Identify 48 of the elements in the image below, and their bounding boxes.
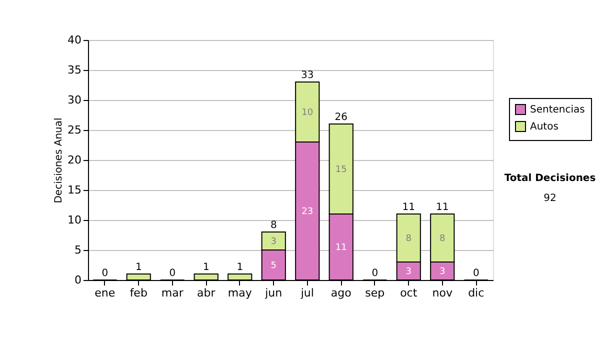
data-label: 10 [302, 108, 314, 118]
x-tick-label: sep [365, 286, 385, 300]
y-tick-label: 10 [68, 214, 82, 226]
total-label: 33 [301, 70, 314, 81]
data-label: 3 [270, 237, 276, 247]
x-tick-label: ene [94, 286, 116, 300]
total-label: 0 [472, 268, 480, 279]
y-tick-label: 25 [68, 124, 82, 136]
x-tick-label: jul [300, 286, 314, 300]
y-tick-label: 35 [68, 64, 82, 76]
data-label: 15 [335, 165, 347, 175]
x-tick-label: dic [468, 286, 484, 300]
x-tick-label: ago [330, 286, 352, 300]
y-tick-label: 40 [68, 34, 82, 46]
text: Total Decisiones [504, 173, 596, 184]
data-label: 5 [270, 261, 276, 271]
x-tick-label: feb [130, 286, 148, 300]
y-tick-label: 20 [68, 154, 82, 166]
x-tick-label: jun [264, 286, 282, 300]
y-tick-label: 5 [74, 244, 82, 256]
total-label: 1 [236, 262, 244, 273]
total-label: 0 [102, 268, 108, 279]
data-label: 3 [440, 267, 446, 277]
data-label: 23 [302, 207, 314, 217]
total-label: 1 [202, 262, 210, 273]
y-axis-title: Decisiones Anual [54, 118, 65, 204]
data-label: 8 [440, 234, 446, 244]
x-tick-label: abr [197, 286, 216, 300]
text: 92 [544, 193, 556, 204]
x-tick-label: oct [400, 286, 418, 300]
total-label: 0 [169, 268, 176, 279]
y-tick-label: 15 [68, 184, 82, 196]
legend-label: Sentencias [530, 104, 585, 116]
y-tick-label: 0 [74, 274, 82, 286]
x-tick-label: nov [432, 286, 453, 300]
x-tick-label: mar [161, 286, 184, 300]
data-label: 8 [406, 234, 412, 244]
total-label: 8 [270, 220, 277, 231]
x-tick-label: may [228, 286, 252, 300]
data-label: 3 [406, 267, 412, 277]
total-label: 0 [372, 268, 378, 279]
total-label: 11 [436, 202, 449, 213]
y-tick-label: 30 [68, 94, 82, 106]
total-label: 11 [402, 202, 415, 213]
total-label: 1 [135, 262, 142, 273]
legend-label: Autos [530, 122, 558, 132]
data-label: 11 [335, 243, 347, 253]
total-label: 26 [334, 112, 348, 123]
